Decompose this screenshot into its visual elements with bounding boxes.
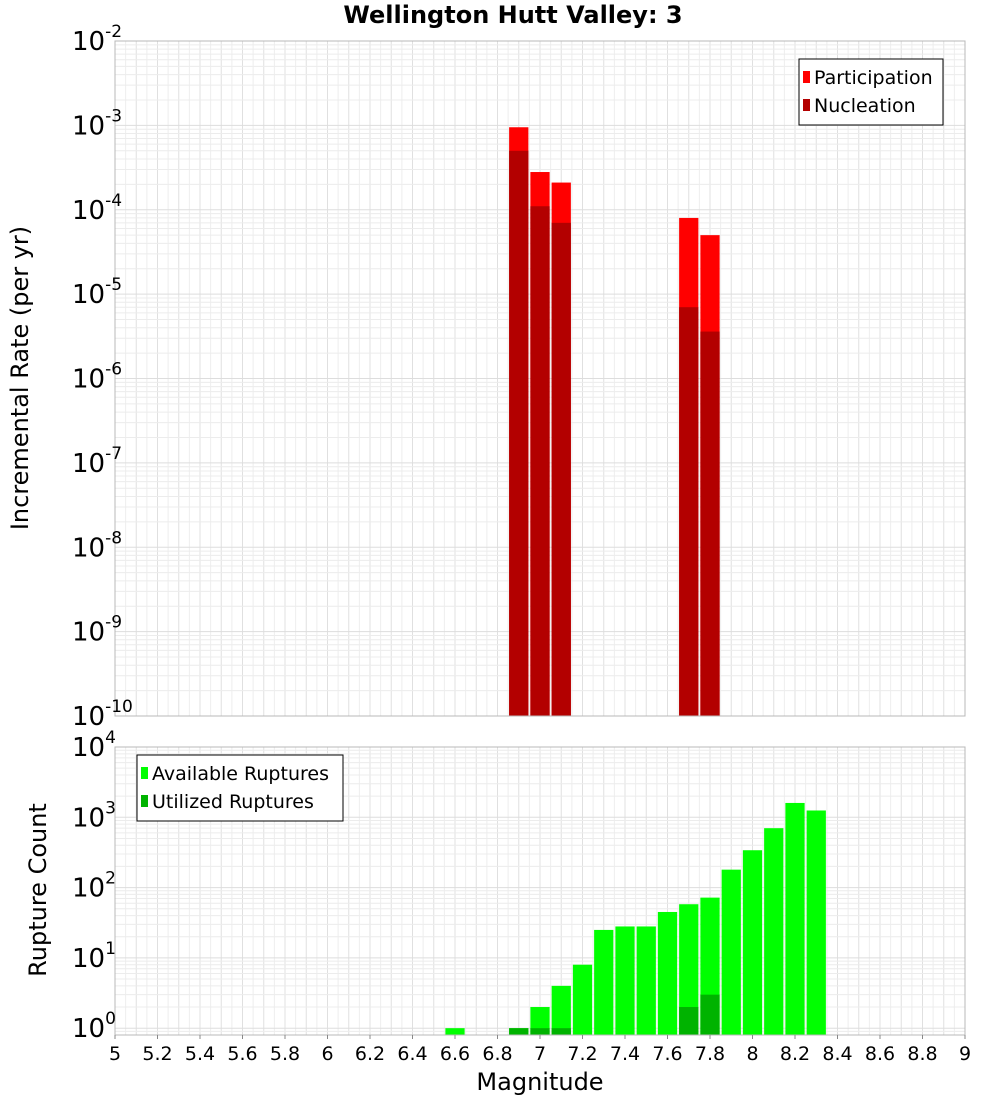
bottom-bar-utilized-ruptures [551,1028,571,1035]
x-tick-label: 6.6 [440,1043,470,1065]
bottom-bar-available-ruptures [636,926,656,1035]
x-axis-title: Magnitude [476,1068,603,1096]
chart-title: Wellington Hutt Valley: 3 [343,1,682,29]
x-tick-label: 6.4 [397,1043,427,1065]
bottom-y-tick-label: 103 [72,798,116,833]
x-tick-label: 6 [321,1043,333,1065]
top-legend-box [798,58,944,126]
bottom-bar-utilized-ruptures [700,994,720,1035]
bottom-legend-label: Available Ruptures [152,763,329,785]
top-bar-nucleation [551,222,571,716]
bottom-bar-utilized-ruptures [509,1028,529,1035]
bottom-bar-available-ruptures [530,1007,550,1035]
bottom-bar-available-ruptures [679,904,699,1035]
top-legend-swatch [803,71,810,83]
bottom-bar-available-ruptures [806,810,826,1035]
top-y-tick-label: 10-9 [72,613,122,648]
top-bar-nucleation [700,331,720,716]
bottom-y-tick-label: 104 [72,728,116,763]
x-tick-label: 7.6 [652,1043,682,1065]
bottom-bar-available-ruptures [572,964,593,1035]
bottom-bar-utilized-ruptures [679,1007,699,1035]
bottom-bar-available-ruptures [785,802,805,1035]
top-y-tick-label: 10-7 [72,444,122,479]
top-bar-nucleation [509,150,529,716]
top-legend-label: Nucleation [814,95,916,117]
x-tick-label: 5.6 [227,1043,257,1065]
bottom-y-axis-title: Rupture Count [24,803,52,977]
x-tick-label: 5.4 [185,1043,215,1065]
x-tick-label: 8.6 [865,1043,895,1065]
top-y-tick-label: 10-5 [72,275,122,310]
x-tick-label: 8 [746,1043,758,1065]
top-bar-nucleation [679,307,699,716]
bottom-bar-available-ruptures [551,985,571,1035]
bottom-legend-box [136,754,344,822]
top-y-tick-label: 10-8 [72,528,122,563]
x-tick-label: 8.4 [822,1043,852,1065]
bottom-legend-swatch [141,767,148,779]
bottom-y-tick-label: 101 [72,939,116,974]
x-tick-label: 7.4 [610,1043,640,1065]
x-tick-label: 6.2 [355,1043,385,1065]
top-plot-frame [114,40,966,717]
top-legend-label: Participation [814,67,933,89]
x-tick-label: 7.8 [695,1043,725,1065]
x-tick-label: 5 [109,1043,121,1065]
x-tick-label: 7 [534,1043,546,1065]
x-tick-label: 5.8 [270,1043,300,1065]
bottom-legend-label: Utilized Ruptures [152,791,314,813]
x-tick-label: 9 [959,1043,971,1065]
top-y-tick-label: 10-2 [72,22,122,57]
top-y-tick-label: 10-6 [72,360,122,395]
x-tick-label: 8.2 [780,1043,810,1065]
bottom-bar-available-ruptures [721,869,741,1035]
top-y-tick-label: 10-4 [72,191,122,226]
x-tick-label: 6.8 [482,1043,512,1065]
bottom-bar-available-ruptures [657,911,678,1035]
top-y-tick-label: 10-3 [72,106,122,141]
x-tick-label: 5.2 [142,1043,172,1065]
x-tick-label: 7.2 [567,1043,597,1065]
top-y-axis-title: Incremental Rate (per yr) [6,226,34,530]
top-bar-nucleation [530,206,550,716]
top-legend-swatch [803,99,810,111]
bottom-y-tick-label: 102 [72,869,116,904]
bottom-bar-available-ruptures [445,1028,465,1035]
bottom-bar-available-ruptures [615,926,635,1035]
bottom-y-tick-label: 100 [72,1009,116,1044]
bottom-bar-available-ruptures [594,929,614,1035]
x-tick-label: 8.8 [907,1043,937,1065]
bottom-bar-available-ruptures [764,828,784,1035]
bottom-bar-utilized-ruptures [530,1028,550,1035]
top-y-tick-label: 10-10 [72,697,133,732]
bottom-legend-swatch [141,795,148,807]
bottom-bar-available-ruptures [742,850,763,1035]
